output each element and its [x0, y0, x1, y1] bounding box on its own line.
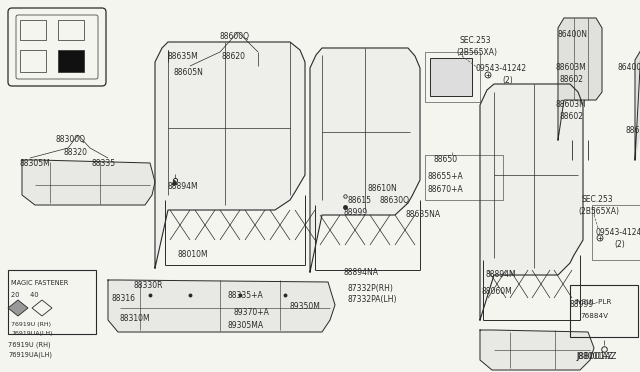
Bar: [425, 52, 480, 102]
Text: 88600Q: 88600Q: [220, 32, 250, 41]
Text: 88305M: 88305M: [20, 159, 51, 168]
Text: 86400NA: 86400NA: [618, 63, 640, 72]
Bar: [20, 50, 46, 72]
Polygon shape: [310, 48, 420, 272]
Text: 09543-41242: 09543-41242: [596, 228, 640, 237]
Text: 88615: 88615: [348, 196, 372, 205]
Text: 88613M: 88613M: [626, 126, 640, 135]
Text: 88610N: 88610N: [368, 184, 397, 193]
Text: 89305MA: 89305MA: [228, 321, 264, 330]
Text: J88001AZ: J88001AZ: [576, 352, 612, 361]
Text: 88603M: 88603M: [556, 63, 587, 72]
Text: 86400N: 86400N: [558, 30, 588, 39]
Text: (2): (2): [614, 240, 625, 249]
Text: SEC.253: SEC.253: [460, 36, 492, 45]
Bar: [592, 205, 640, 260]
Polygon shape: [8, 300, 28, 316]
Text: 88670+A: 88670+A: [428, 185, 464, 194]
Text: 87332P(RH): 87332P(RH): [348, 284, 394, 293]
Text: 88999: 88999: [344, 208, 368, 217]
Text: (2B565XA): (2B565XA): [578, 207, 619, 216]
Text: 88316: 88316: [112, 294, 136, 303]
Polygon shape: [108, 280, 335, 332]
Text: 76884V: 76884V: [580, 313, 608, 319]
Text: 76919U (RH): 76919U (RH): [8, 342, 51, 349]
Polygon shape: [635, 50, 640, 160]
Bar: [425, 155, 503, 200]
Text: 88335+A: 88335+A: [228, 291, 264, 300]
Text: 88330R: 88330R: [134, 281, 163, 290]
Bar: [58, 50, 84, 72]
Polygon shape: [558, 18, 602, 140]
Text: 89370+A: 89370+A: [234, 308, 270, 317]
Text: 88894NA: 88894NA: [344, 268, 379, 277]
Text: 76919U (RH): 76919U (RH): [11, 322, 51, 327]
Bar: [570, 285, 638, 337]
Text: 88894M: 88894M: [167, 182, 198, 191]
Text: 88603M: 88603M: [556, 100, 587, 109]
Polygon shape: [480, 84, 583, 320]
Text: 76919UA(LH): 76919UA(LH): [11, 331, 52, 336]
Polygon shape: [22, 160, 155, 205]
Text: SEC.253: SEC.253: [582, 195, 614, 204]
Text: 88655+A: 88655+A: [428, 172, 464, 181]
Text: 20     40: 20 40: [11, 292, 38, 298]
Text: 88010M: 88010M: [178, 250, 209, 259]
Bar: [430, 58, 472, 96]
Text: (2B565XA): (2B565XA): [456, 48, 497, 57]
Text: 88630Q: 88630Q: [380, 196, 410, 205]
Text: 88999: 88999: [570, 300, 594, 309]
Text: 09543-41242: 09543-41242: [476, 64, 527, 73]
Text: 89350M: 89350M: [290, 302, 321, 311]
Text: INSUL-PLR: INSUL-PLR: [574, 299, 611, 305]
Text: 88620: 88620: [222, 52, 246, 61]
Polygon shape: [155, 42, 305, 268]
Text: 88635NA: 88635NA: [405, 210, 440, 219]
Text: J88001AZ: J88001AZ: [576, 352, 616, 361]
Text: 88605N: 88605N: [173, 68, 203, 77]
Text: 88602: 88602: [560, 75, 584, 84]
Bar: [20, 20, 46, 40]
Polygon shape: [480, 330, 594, 370]
Text: 76919UA(LH): 76919UA(LH): [8, 352, 52, 359]
Text: 88310M: 88310M: [120, 314, 150, 323]
Text: (2): (2): [502, 76, 513, 85]
Text: 88635M: 88635M: [167, 52, 198, 61]
Text: 88602: 88602: [560, 112, 584, 121]
Text: 88060M: 88060M: [482, 287, 513, 296]
Text: 88335: 88335: [92, 159, 116, 168]
Bar: [58, 20, 84, 40]
Text: 88320: 88320: [63, 148, 87, 157]
Text: 88894M: 88894M: [485, 270, 516, 279]
Text: 88650: 88650: [434, 155, 458, 164]
Text: MAGIC FASTENER: MAGIC FASTENER: [11, 280, 68, 286]
Bar: [8, 270, 96, 334]
Text: 88300Q: 88300Q: [55, 135, 85, 144]
Text: 87332PA(LH): 87332PA(LH): [348, 295, 397, 304]
